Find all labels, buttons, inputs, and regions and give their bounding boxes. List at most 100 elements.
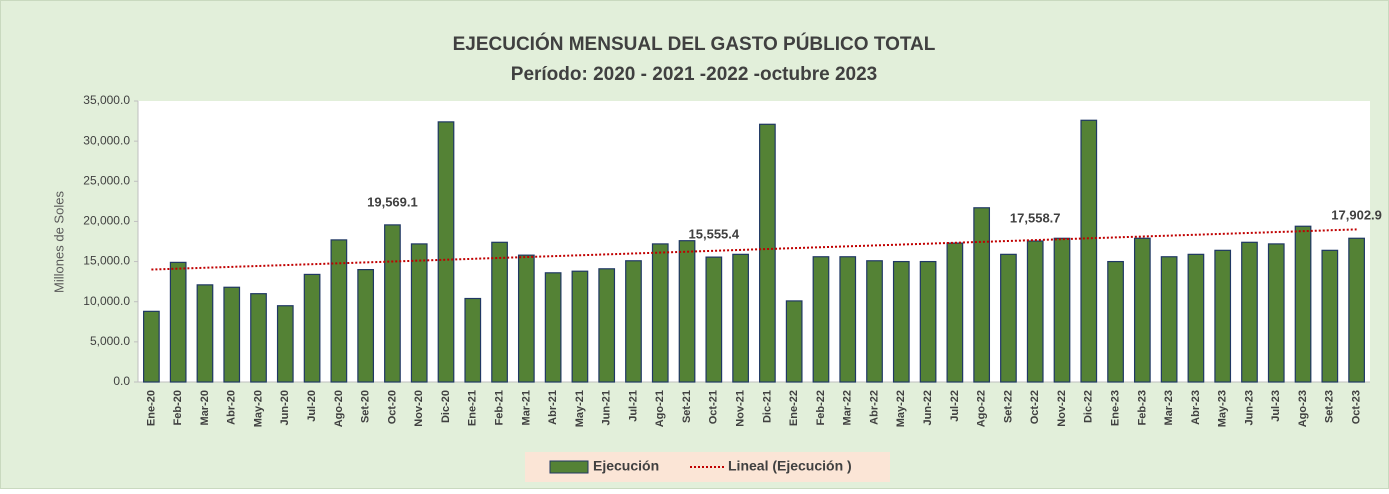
y-axis-label: Millones de Soles bbox=[51, 191, 66, 293]
legend-label: Lineal (Ejecución ) bbox=[728, 458, 852, 474]
y-tick-label: 35,000.0 bbox=[83, 93, 130, 107]
x-tick-label: Oct-20 bbox=[386, 390, 398, 424]
x-tick-label: Mar-22 bbox=[842, 390, 854, 425]
x-tick-label: Jun-23 bbox=[1243, 390, 1255, 425]
x-tick-label: Ago-23 bbox=[1297, 390, 1309, 427]
x-tick-label: Ene-21 bbox=[467, 390, 479, 426]
bar bbox=[517, 254, 535, 383]
bar bbox=[759, 123, 776, 383]
bar bbox=[946, 242, 964, 383]
x-tick-label: May-23 bbox=[1217, 390, 1229, 427]
bar bbox=[437, 121, 455, 383]
bar bbox=[625, 260, 642, 383]
bar bbox=[384, 224, 401, 383]
x-tick-label: May-21 bbox=[574, 390, 586, 427]
data-label: 15,555.4 bbox=[689, 227, 740, 242]
x-tick-label: Jun-21 bbox=[601, 390, 613, 425]
x-tick-label: Feb-21 bbox=[493, 390, 505, 425]
y-tick-label: 5,000.0 bbox=[90, 334, 130, 348]
legend-label: Ejecución bbox=[593, 458, 659, 474]
x-tick-label: Ago-20 bbox=[333, 390, 345, 427]
y-tick-label: 15,000.0 bbox=[83, 254, 130, 268]
x-tick-label: Mar-23 bbox=[1163, 390, 1175, 425]
x-tick-label: Abr-22 bbox=[868, 390, 880, 425]
bar bbox=[250, 293, 267, 383]
bar bbox=[866, 260, 883, 383]
bar bbox=[196, 284, 214, 383]
x-tick-label: Jul-20 bbox=[306, 390, 318, 422]
bar bbox=[1348, 237, 1365, 383]
chart-title: EJECUCIÓN MENSUAL DEL GASTO PÚBLICO TOTA… bbox=[453, 33, 936, 55]
chart-subtitle: Período: 2020 - 2021 -2022 -octubre 2023 bbox=[511, 64, 877, 85]
x-tick-label: Dic-21 bbox=[761, 390, 773, 423]
x-tick-label: Ene-22 bbox=[788, 390, 800, 426]
data-label: 17,558.7 bbox=[1010, 210, 1061, 225]
x-tick-label: Jun-20 bbox=[279, 390, 291, 425]
x-tick-label: Jul-23 bbox=[1270, 390, 1282, 422]
x-tick-label: Mar-21 bbox=[520, 390, 532, 425]
bar bbox=[169, 261, 187, 383]
bar bbox=[1080, 119, 1098, 383]
bar bbox=[1160, 256, 1178, 383]
x-tick-label: Ago-22 bbox=[976, 390, 988, 427]
bar bbox=[330, 239, 348, 383]
x-tick-label: Jul-21 bbox=[627, 390, 639, 422]
x-tick-label: Abr-23 bbox=[1190, 390, 1202, 425]
trendline bbox=[151, 228, 1357, 271]
bar bbox=[812, 256, 830, 383]
x-tick-label: Jul-22 bbox=[949, 390, 961, 422]
x-tick-label: May-22 bbox=[895, 390, 907, 427]
x-tick-label: Oct-22 bbox=[1029, 390, 1041, 424]
x-tick-label: Oct-21 bbox=[708, 390, 720, 424]
x-tick-label: Ene-23 bbox=[1109, 390, 1121, 426]
x-tick-label: Nov-21 bbox=[735, 390, 747, 427]
x-tick-label: Feb-22 bbox=[815, 390, 827, 425]
bar bbox=[892, 260, 910, 383]
bar bbox=[973, 207, 991, 383]
bar bbox=[1214, 249, 1232, 383]
bar bbox=[678, 240, 696, 383]
x-tick-label: Feb-23 bbox=[1136, 390, 1148, 425]
bar bbox=[705, 256, 723, 383]
x-tick-label: Nov-20 bbox=[413, 390, 425, 427]
legend-swatch bbox=[549, 460, 589, 474]
x-tick-label: Dic-22 bbox=[1083, 390, 1095, 423]
bar bbox=[544, 272, 562, 383]
x-tick-label: Set-20 bbox=[360, 390, 372, 423]
x-tick-label: Set-21 bbox=[681, 390, 693, 423]
bar bbox=[464, 297, 482, 383]
bar bbox=[571, 270, 589, 383]
bar bbox=[1321, 249, 1339, 383]
bar bbox=[1187, 253, 1205, 383]
bar bbox=[410, 243, 428, 383]
bar bbox=[1294, 225, 1312, 383]
y-tick-label: 20,000.0 bbox=[83, 214, 130, 228]
bar bbox=[1267, 243, 1285, 383]
x-tick-label: May-20 bbox=[252, 390, 264, 427]
y-tick-label: 30,000.0 bbox=[83, 133, 130, 147]
bar bbox=[303, 273, 321, 383]
bar bbox=[839, 256, 857, 383]
bar bbox=[919, 260, 937, 383]
bar bbox=[651, 243, 669, 383]
bar bbox=[143, 310, 160, 383]
bar bbox=[276, 305, 294, 383]
bar bbox=[1107, 260, 1124, 383]
bar bbox=[1026, 240, 1044, 383]
bar bbox=[491, 241, 508, 383]
bar bbox=[785, 300, 803, 383]
x-tick-label: Jun-22 bbox=[922, 390, 934, 425]
x-tick-label: Set-22 bbox=[1002, 390, 1014, 423]
x-tick-label: Nov-22 bbox=[1056, 390, 1068, 427]
bar bbox=[1241, 241, 1258, 383]
x-tick-label: Set-23 bbox=[1324, 390, 1336, 423]
y-tick-label: 10,000.0 bbox=[83, 294, 130, 308]
bar bbox=[1053, 237, 1071, 383]
x-tick-label: Mar-20 bbox=[199, 390, 211, 425]
x-tick-label: Dic-20 bbox=[440, 390, 452, 423]
x-tick-label: Ene-20 bbox=[145, 390, 157, 426]
bar bbox=[357, 269, 375, 383]
y-tick-label: 25,000.0 bbox=[83, 173, 130, 187]
bar bbox=[732, 253, 749, 383]
